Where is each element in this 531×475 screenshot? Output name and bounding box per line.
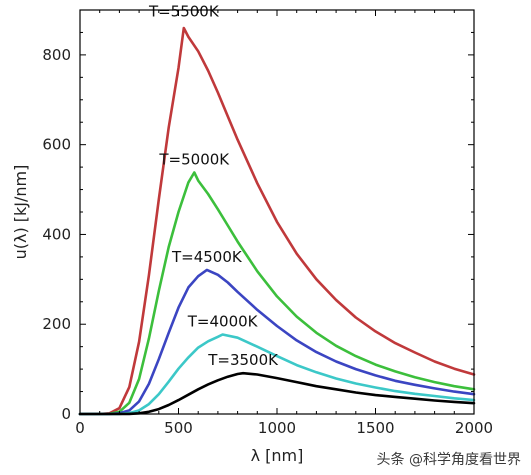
y-axis-title: u(λ) [kJ/nm]: [11, 165, 30, 260]
y-tick-label: 800: [42, 46, 71, 64]
x-tick-label: 2000: [455, 419, 493, 437]
y-tick-label: 200: [42, 315, 71, 333]
y-axis-ticks: 0 200 400 600 800: [42, 9, 474, 423]
x-tick-label: 1500: [356, 419, 394, 437]
y-tick-label: 0: [61, 405, 71, 423]
series-line-t-4500k: [78, 268, 476, 416]
series-label: T=4000K: [187, 313, 259, 331]
watermark: 头条 @科学角度看世界: [376, 452, 521, 468]
series-label: T=5500K: [148, 2, 220, 20]
x-tick-label: 0: [75, 419, 85, 437]
series-lines: [78, 26, 476, 416]
series-label: T=3500K: [207, 351, 279, 369]
series-line-t-3500k: [78, 371, 476, 416]
x-axis-title: λ [nm]: [251, 446, 304, 465]
x-tick-label: 500: [164, 419, 193, 437]
series-line-t-4000k: [78, 333, 476, 416]
series-line-t-5000k: [78, 171, 476, 416]
y-tick-label: 400: [42, 225, 71, 243]
series-annotations: T=5500K T=5000K T=4500K T=4000K T=3500K: [148, 2, 279, 369]
y-tick-label: 600: [42, 136, 71, 154]
series-line-t-5500k: [78, 26, 476, 416]
x-tick-label: 1000: [258, 419, 296, 437]
series-label: T=4500K: [171, 248, 243, 266]
x-axis-ticks: 0 500 1000 1500 2000: [75, 10, 493, 437]
series-label: T=5000K: [158, 150, 230, 168]
